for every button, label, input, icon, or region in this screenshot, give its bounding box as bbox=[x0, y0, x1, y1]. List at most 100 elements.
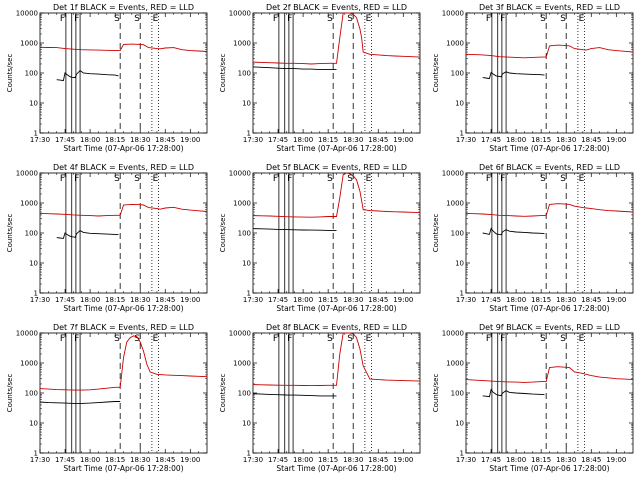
x-tick-label: 18:00 bbox=[293, 136, 313, 144]
event-marker-label: S bbox=[114, 14, 120, 24]
y-axis-label: Counts/sec bbox=[432, 374, 440, 413]
event-marker-label: S bbox=[560, 14, 566, 24]
events-series-line bbox=[56, 230, 119, 239]
x-tick-label: 18:30 bbox=[343, 136, 363, 144]
event-marker-label: F bbox=[500, 14, 505, 24]
y-tick-label: 10 bbox=[242, 260, 251, 268]
y-tick-label: 1000 bbox=[446, 40, 464, 48]
lld-series-line bbox=[39, 43, 208, 52]
y-tick-label: 1000 bbox=[233, 360, 251, 368]
x-tick-label: 17:45 bbox=[481, 456, 501, 464]
x-tick-label: 17:45 bbox=[55, 296, 75, 304]
event-marker-label: S bbox=[560, 174, 566, 184]
chart-title: Det 4f BLACK = Events, RED = LLD bbox=[53, 163, 194, 172]
event-marker-label: S bbox=[114, 334, 120, 344]
x-axis-label: Start Time (07-Apr-06 17:28:00) bbox=[489, 144, 609, 153]
x-tick-label: 19:00 bbox=[606, 456, 626, 464]
x-tick-label: 19:00 bbox=[606, 296, 626, 304]
lld-series-line bbox=[465, 44, 634, 59]
y-tick-label: 10000 bbox=[16, 170, 38, 178]
y-tick-label: 10 bbox=[242, 420, 251, 428]
y-tick-label: 1000 bbox=[446, 200, 464, 208]
y-tick-label: 1 bbox=[247, 450, 251, 458]
event-marker-label: S bbox=[347, 334, 353, 344]
x-tick-label: 18:00 bbox=[293, 296, 313, 304]
event-marker-label: F bbox=[486, 174, 491, 184]
event-marker-label: F bbox=[287, 334, 292, 344]
x-tick-label: 17:30 bbox=[243, 296, 263, 304]
event-marker-label: S bbox=[134, 174, 140, 184]
plot-frame bbox=[465, 332, 634, 454]
x-tick-label: 18:30 bbox=[556, 136, 576, 144]
x-tick-label: 19:00 bbox=[180, 296, 200, 304]
chart-title: Det 2f BLACK = Events, RED = LLD bbox=[266, 3, 407, 12]
y-tick-label: 10000 bbox=[442, 10, 464, 18]
event-marker-label: E bbox=[153, 334, 159, 344]
chart-title: Det 1f BLACK = Events, RED = LLD bbox=[53, 3, 194, 12]
lld-series-line bbox=[252, 172, 421, 218]
chart-panel-5: Det 5f BLACK = Events, RED = LLD 1 10 100 10… bbox=[219, 163, 421, 313]
x-tick-label: 18:45 bbox=[155, 296, 175, 304]
y-tick-label: 10 bbox=[29, 260, 38, 268]
y-tick-label: 1 bbox=[460, 130, 464, 138]
event-marker-label: F bbox=[60, 334, 65, 344]
chart-title: Det 7f BLACK = Events, RED = LLD bbox=[53, 323, 194, 332]
event-marker-label: E bbox=[153, 14, 159, 24]
event-marker-label: S bbox=[327, 14, 333, 24]
x-tick-label: 17:45 bbox=[55, 456, 75, 464]
event-marker-label: S bbox=[114, 174, 120, 184]
chart-title: Det 6f BLACK = Events, RED = LLD bbox=[479, 163, 620, 172]
y-tick-label: 100 bbox=[25, 230, 38, 238]
x-axis-label: Start Time (07-Apr-06 17:28:00) bbox=[63, 464, 183, 473]
event-marker-label: S bbox=[327, 174, 333, 184]
x-tick-label: 17:30 bbox=[456, 456, 476, 464]
y-tick-label: 1 bbox=[34, 290, 38, 298]
event-marker-label: S bbox=[560, 334, 566, 344]
event-marker-label: S bbox=[540, 14, 546, 24]
x-tick-label: 17:30 bbox=[30, 456, 50, 464]
x-tick-label: 17:30 bbox=[30, 136, 50, 144]
x-tick-label: 18:15 bbox=[318, 296, 338, 304]
x-tick-label: 17:30 bbox=[243, 136, 263, 144]
x-tick-label: 18:30 bbox=[343, 296, 363, 304]
x-axis-label: Start Time (07-Apr-06 17:28:00) bbox=[63, 144, 183, 153]
plot-frame bbox=[252, 332, 421, 454]
plot-frame bbox=[465, 172, 634, 294]
event-marker-label: E bbox=[366, 334, 372, 344]
y-tick-label: 1000 bbox=[20, 360, 38, 368]
event-marker-label: S bbox=[327, 334, 333, 344]
x-tick-label: 18:15 bbox=[318, 456, 338, 464]
x-tick-label: 18:15 bbox=[531, 296, 551, 304]
events-series-line bbox=[482, 388, 545, 398]
event-marker-label: E bbox=[366, 14, 372, 24]
x-tick-label: 19:00 bbox=[606, 136, 626, 144]
y-tick-label: 10 bbox=[455, 420, 464, 428]
events-series-line bbox=[482, 227, 545, 236]
lld-series-line bbox=[465, 366, 634, 383]
x-tick-label: 18:30 bbox=[556, 296, 576, 304]
y-tick-label: 1000 bbox=[446, 360, 464, 368]
x-axis-label: Start Time (07-Apr-06 17:28:00) bbox=[489, 304, 609, 313]
y-axis-label: Counts/sec bbox=[432, 54, 440, 93]
chart-panel-4: Det 4f BLACK = Events, RED = LLD 1 10 100 10… bbox=[6, 163, 208, 313]
chart-title: Det 9f BLACK = Events, RED = LLD bbox=[479, 323, 620, 332]
chart-title: Det 5f BLACK = Events, RED = LLD bbox=[266, 163, 407, 172]
y-tick-label: 1 bbox=[460, 290, 464, 298]
events-series-line bbox=[482, 71, 545, 80]
y-tick-label: 10000 bbox=[16, 330, 38, 338]
event-marker-label: F bbox=[273, 174, 278, 184]
y-tick-label: 100 bbox=[451, 390, 464, 398]
x-tick-label: 18:15 bbox=[318, 136, 338, 144]
x-tick-label: 19:00 bbox=[393, 296, 413, 304]
chart-panel-3: Det 3f BLACK = Events, RED = LLD 1 10 100 10… bbox=[432, 3, 634, 153]
y-tick-label: 10000 bbox=[16, 10, 38, 18]
x-tick-label: 18:30 bbox=[130, 456, 150, 464]
x-tick-label: 17:45 bbox=[268, 456, 288, 464]
event-marker-label: F bbox=[500, 174, 505, 184]
y-tick-label: 100 bbox=[25, 70, 38, 78]
y-tick-label: 10000 bbox=[229, 330, 251, 338]
event-marker-label: F bbox=[60, 174, 65, 184]
event-marker-label: S bbox=[134, 14, 140, 24]
x-tick-label: 17:45 bbox=[481, 296, 501, 304]
events-series-line bbox=[56, 70, 119, 82]
